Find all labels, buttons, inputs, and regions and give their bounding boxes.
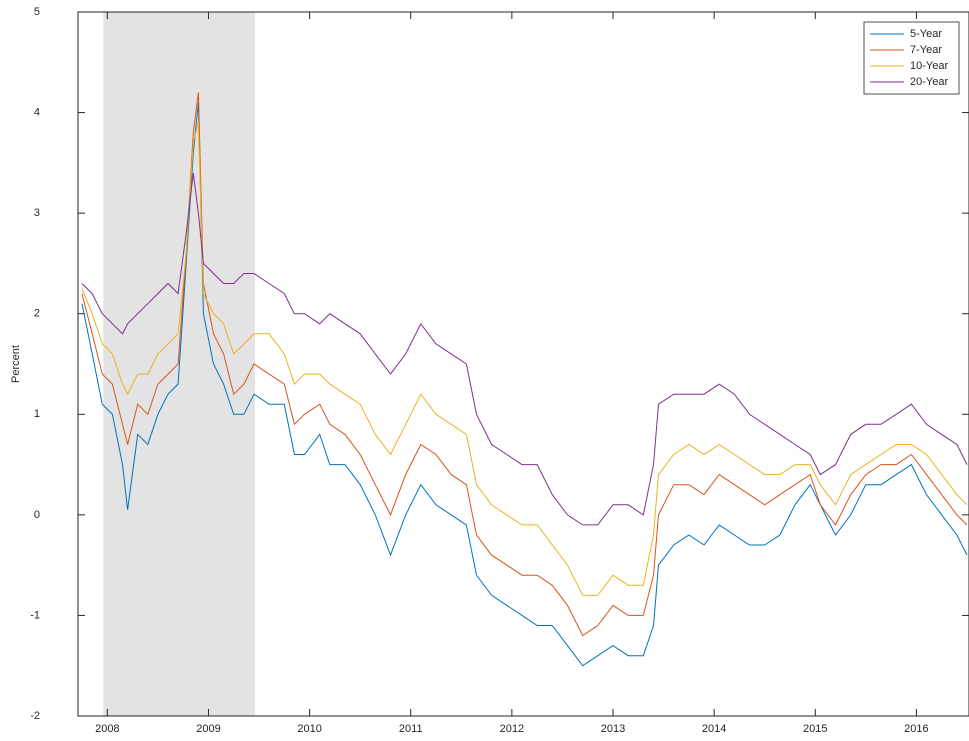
x-tick-label: 2015 [803,723,827,735]
x-tick-label: 2009 [196,723,220,735]
line-series [81,172,968,526]
y-tick-label: -1 [30,609,40,621]
y-axis-label: Percent [10,345,22,383]
y-tick-label: 3 [34,207,40,219]
legend-label: 10-Year [910,60,948,72]
y-tick-label: 2 [34,308,40,320]
x-tick-label: 2010 [297,723,321,735]
y-tick-label: 1 [34,408,40,420]
x-tick-label: 2014 [702,723,726,735]
line-series [81,122,968,596]
line-series [81,102,968,667]
plot-frame [77,11,969,717]
x-tick-label: 2008 [95,723,119,735]
x-tick-label: 2012 [500,723,524,735]
x-tick-label: 2013 [601,723,625,735]
y-tick-label: 0 [34,509,40,521]
legend-label: 7-Year [910,44,942,56]
x-tick-label: 2016 [904,723,928,735]
y-tick-label: 4 [34,106,40,118]
legend-label: 20-Year [910,76,948,88]
y-tick-label: -2 [30,710,40,722]
x-tick-label: 2011 [399,723,423,735]
legend-label: 5-Year [910,28,942,40]
y-tick-label: 5 [34,6,40,18]
